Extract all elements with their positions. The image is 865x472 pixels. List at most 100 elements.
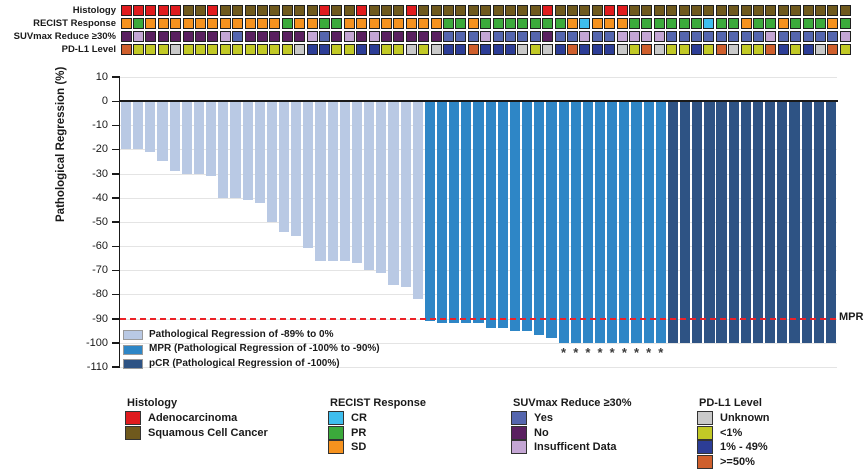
track-pdl1-square	[777, 44, 789, 55]
track-suvmax-square	[331, 31, 343, 42]
track-recist-square	[418, 18, 430, 29]
track-recist-square	[628, 18, 640, 29]
y-tick	[112, 221, 119, 223]
track-suvmax-square	[343, 31, 355, 42]
track-histology-square	[368, 5, 380, 16]
track-suvmax-square	[492, 31, 504, 42]
track-suvmax-square	[690, 31, 702, 42]
track-suvmax-square	[604, 31, 616, 42]
track-histology-square	[306, 5, 318, 16]
patient-bar-light	[254, 102, 265, 203]
patient-bar-light	[315, 102, 326, 261]
patient-bar-light	[412, 102, 423, 300]
track-histology-square	[616, 5, 628, 16]
track-recist-square	[455, 18, 467, 29]
y-tick-label: -110	[86, 360, 108, 373]
patient-bar-mpr	[497, 102, 508, 329]
track-pdl1-square	[269, 44, 281, 55]
track-pdl1-square	[728, 44, 740, 55]
patient-bar-pcr	[789, 102, 800, 343]
y-tick-label: -90	[92, 312, 108, 325]
bottom-legend-swatch	[511, 411, 527, 425]
track-histology-square	[418, 5, 430, 16]
zero-baseline	[119, 100, 838, 102]
track-suvmax-square	[430, 31, 442, 42]
track-suvmax-square	[145, 31, 157, 42]
bottom-legend-title: Histology	[127, 397, 178, 409]
y-tick	[112, 318, 119, 320]
bottom-legend-label: 1% - 49%	[720, 441, 768, 453]
track-pdl1-square	[814, 44, 826, 55]
patient-bar-pcr	[716, 102, 727, 343]
track-suvmax-square	[641, 31, 653, 42]
track-suvmax-square	[120, 31, 132, 42]
asterisk-mark: *	[609, 345, 615, 360]
bottom-legend-swatch	[328, 440, 344, 454]
y-tick	[112, 197, 119, 199]
track-histology-square	[839, 5, 851, 16]
track-suvmax-square	[504, 31, 516, 42]
track-pdl1-square	[331, 44, 343, 55]
track-recist-square	[566, 18, 578, 29]
track-suvmax-square	[678, 31, 690, 42]
track-histology-square	[256, 5, 268, 16]
patient-bar-light	[327, 102, 338, 261]
patient-bar-light	[364, 102, 375, 271]
patient-bar-mpr	[546, 102, 557, 338]
track-histology-square	[765, 5, 777, 16]
y-tick-label: -40	[92, 191, 108, 204]
asterisk-mark: *	[658, 345, 664, 360]
track-recist-square	[182, 18, 194, 29]
mpr-threshold-label: MPR	[839, 311, 864, 323]
bottom-legend-label: SD	[351, 441, 367, 453]
y-tick-label: -20	[92, 143, 108, 156]
track-suvmax-square	[157, 31, 169, 42]
track-pdl1-square	[393, 44, 405, 55]
track-histology-square	[194, 5, 206, 16]
track-recist-square	[269, 18, 281, 29]
patient-bar-pcr	[680, 102, 691, 343]
track-histology-square	[380, 5, 392, 16]
track-recist-square	[232, 18, 244, 29]
track-recist-square	[256, 18, 268, 29]
patient-bar-light	[157, 102, 168, 162]
asterisk-mark: *	[573, 345, 579, 360]
track-recist-square	[442, 18, 454, 29]
track-suvmax-square	[281, 31, 293, 42]
track-suvmax-square	[802, 31, 814, 42]
track-recist-square	[604, 18, 616, 29]
patient-bar-light	[145, 102, 156, 152]
track-pdl1-square	[232, 44, 244, 55]
bottom-legend-swatch	[511, 425, 527, 440]
y-tick	[112, 269, 119, 272]
bottom-legend-label: CR	[351, 412, 367, 424]
track-recist-square	[219, 18, 231, 29]
track-suvmax-square	[616, 31, 628, 42]
track-suvmax-square	[517, 31, 529, 42]
patient-bar-pcr	[704, 102, 715, 343]
track-histology-square	[666, 5, 678, 16]
patient-bar-mpr	[582, 102, 593, 343]
patient-bar-light	[218, 102, 229, 198]
patient-bar-light	[121, 102, 132, 150]
patient-bar-mpr	[631, 102, 642, 343]
patient-bar-mpr	[594, 102, 606, 343]
track-recist-square	[145, 18, 157, 29]
track-pdl1-square	[182, 44, 194, 55]
y-tick-label: -80	[92, 288, 108, 301]
patient-bar-mpr	[534, 102, 545, 336]
track-suvmax-square	[566, 31, 578, 42]
bottom-legend-swatch	[328, 425, 344, 440]
track-histology-square	[343, 5, 355, 16]
track-suvmax-square	[467, 31, 479, 42]
track-histology-square	[182, 5, 194, 16]
track-recist-square	[641, 18, 653, 29]
patient-bar-mpr	[655, 102, 666, 343]
track-suvmax-square	[542, 31, 554, 42]
track-suvmax-square	[839, 31, 851, 42]
track-suvmax-square	[480, 31, 492, 42]
track-pdl1-square	[579, 44, 591, 55]
track-pdl1-square	[628, 44, 640, 55]
track-suvmax-square	[591, 31, 603, 42]
track-pdl1-square	[132, 44, 144, 55]
